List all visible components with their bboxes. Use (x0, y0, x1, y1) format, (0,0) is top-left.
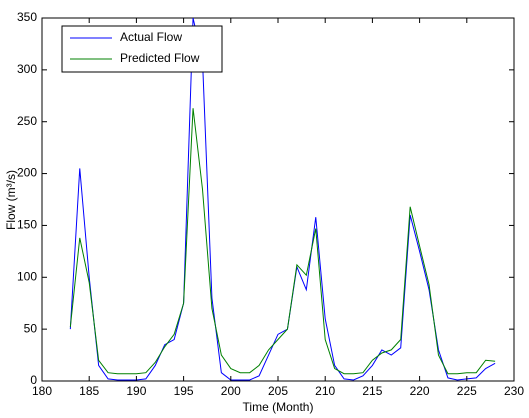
y-tick-label: 200 (17, 166, 37, 180)
x-tick-label: 220 (410, 384, 430, 398)
legend-label: Predicted Flow (120, 51, 200, 65)
legend-label: Actual Flow (120, 30, 182, 44)
data-line (69, 108, 496, 375)
x-tick-label: 205 (268, 384, 288, 398)
y-tick-label: 50 (24, 321, 38, 335)
legend-box (61, 25, 223, 73)
x-axis-label: Time (Month) (243, 400, 314, 414)
x-tick-label: 230 (504, 384, 524, 398)
y-tick-label: 0 (30, 373, 37, 387)
y-tick-label: 350 (17, 10, 37, 24)
x-tick-label: 180 (32, 384, 52, 398)
y-tick-label: 150 (17, 218, 37, 232)
x-tick-label: 185 (79, 384, 99, 398)
y-tick-label: 100 (17, 269, 37, 283)
x-tick-label: 210 (315, 384, 335, 398)
x-tick-label: 215 (362, 384, 382, 398)
y-tick-label: 250 (17, 114, 37, 128)
y-tick-label: 300 (17, 62, 37, 76)
x-tick-label: 195 (174, 384, 194, 398)
series-group (69, 18, 496, 381)
plot-area (41, 17, 515, 382)
data-line (69, 18, 496, 381)
x-tick-label: 225 (457, 384, 477, 398)
y-axis-label: Flow (m³/s) (4, 170, 18, 230)
x-tick-label: 200 (221, 384, 241, 398)
x-tick-label: 190 (126, 384, 146, 398)
